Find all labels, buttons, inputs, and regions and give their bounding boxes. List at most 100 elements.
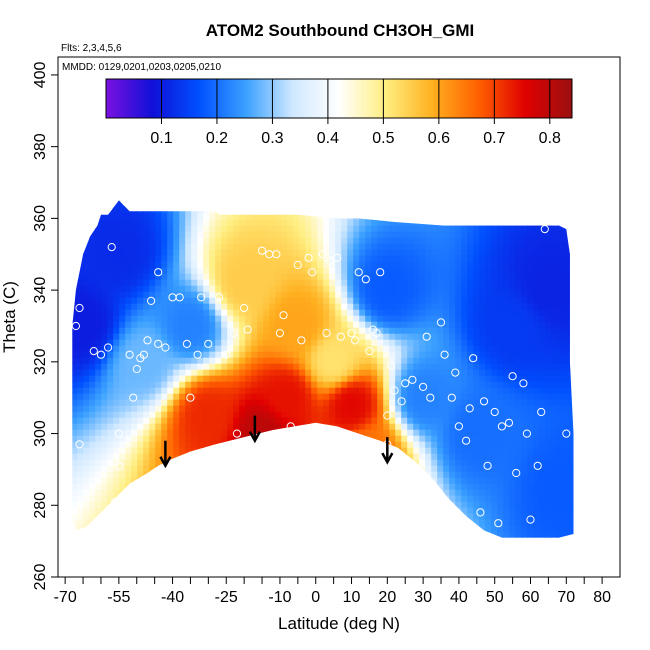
field-cell [539,201,546,209]
field-cell [257,261,264,269]
field-cell [125,483,132,491]
field-cell [293,453,300,461]
field-cell [353,273,360,281]
field-cell [407,201,414,209]
field-cell [383,531,390,538]
field-cell [143,207,150,215]
field-cell [377,279,384,287]
field-cell [467,525,474,533]
field-cell [72,477,78,485]
field-cell [161,291,168,299]
field-cell [251,501,258,509]
field-cell [209,489,216,497]
field-cell [383,513,390,521]
field-cell [299,345,306,353]
field-cell [191,303,198,311]
field-cell [479,309,486,317]
field-cell [383,231,390,239]
field-cell [131,249,138,257]
field-cell [353,477,360,485]
field-cell [209,538,216,545]
field-cell [527,351,534,359]
field-cell [209,273,216,281]
field-cell [263,405,270,413]
field-cell [83,399,90,407]
field-cell [437,387,444,395]
field-cell [389,465,396,473]
field-cell [263,477,270,485]
field-cell [227,465,234,473]
field-cell [353,513,360,521]
field-cell [389,303,396,311]
field-cell [311,363,318,371]
field-cell [335,429,342,437]
field-cell [413,200,420,203]
field-cell [461,513,468,521]
field-cell [497,297,504,305]
field-cell [521,544,528,551]
field-cell [215,357,222,365]
field-cell [101,477,108,485]
field-cell [545,261,552,269]
field-cell [275,273,282,281]
field-cell [545,381,552,389]
field-cell [389,219,396,227]
field-cell [257,441,264,449]
field-cell [341,351,348,359]
field-cell [491,333,498,341]
field-cell [383,237,390,245]
field-cell [185,190,192,197]
field-cell [413,219,420,227]
field-cell [353,429,360,437]
field-cell [557,393,564,401]
field-cell [521,453,528,461]
field-cell [359,429,366,437]
field-cell [221,483,228,491]
field-cell [533,531,540,538]
field-cell [263,447,270,455]
field-cell [293,525,300,533]
field-cell [95,231,102,239]
field-cell [311,495,318,503]
field-cell [287,507,294,515]
field-cell [317,285,324,293]
field-cell [419,303,426,311]
field-cell [335,459,342,467]
field-cell [65,466,72,473]
field-cell [209,507,216,515]
field-cell [461,411,468,419]
field-cell [161,321,168,329]
field-cell [239,544,246,551]
field-cell [383,339,390,347]
field-cell [395,513,402,521]
field-cell [359,531,366,538]
field-cell [335,538,342,545]
field-cell [215,405,222,413]
field-cell [365,309,372,317]
field-cell [287,519,294,527]
field-cell [161,255,168,263]
field-cell [227,507,234,515]
field-cell [167,544,174,551]
field-cell [215,538,222,545]
field-cell [479,405,486,413]
field-cell [299,201,306,209]
field-cell [359,483,366,491]
field-cell [551,429,558,437]
field-cell [467,381,474,389]
field-cell [377,249,384,257]
field-cell [413,465,420,473]
field-cell [425,339,432,347]
field-cell [233,255,240,263]
field-cell [251,405,258,413]
field-cell [323,273,330,281]
field-cell [341,489,348,497]
field-cell [245,219,252,227]
field-cell [137,423,144,431]
field-cell [257,519,264,527]
field-cell [197,465,204,473]
field-cell [563,200,570,203]
field-cell [251,363,258,371]
field-cell [269,393,276,401]
field-cell [365,267,372,275]
